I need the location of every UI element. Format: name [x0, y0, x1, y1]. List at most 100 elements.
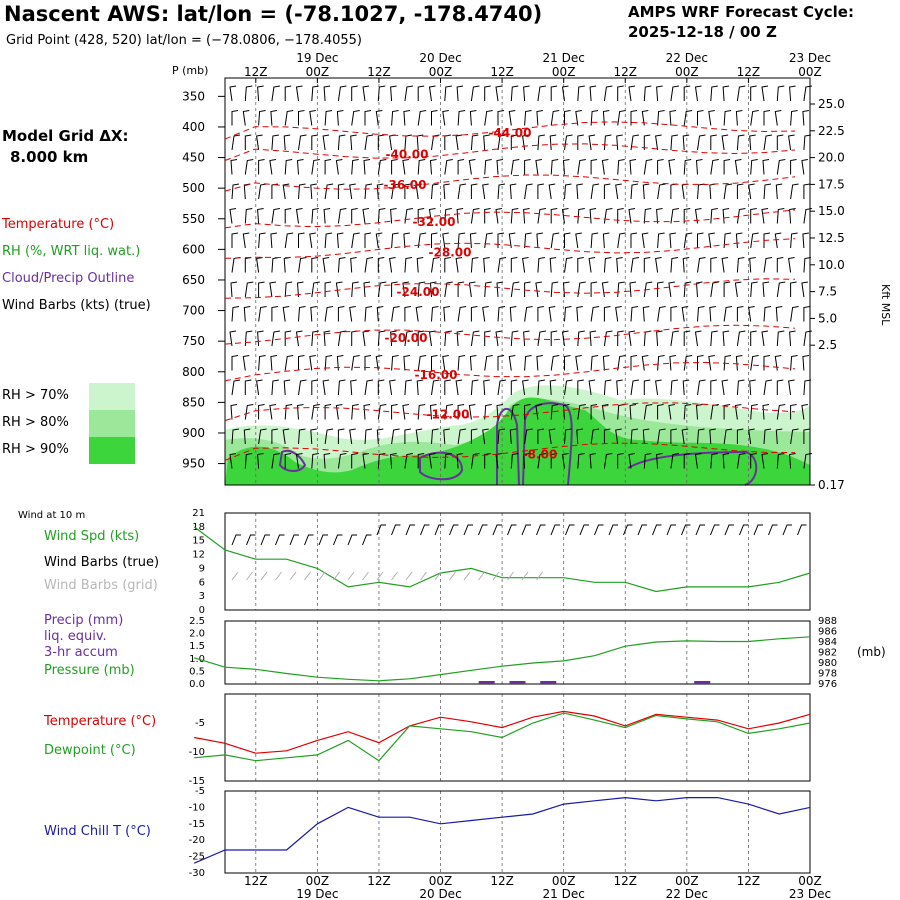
- wind-barb: [763, 428, 772, 445]
- bottom-time-label: 12Z: [490, 874, 514, 888]
- wind-barb: [510, 159, 520, 175]
- grid-wind-barb: [318, 571, 326, 581]
- surface-wind-barb: [782, 524, 792, 536]
- profile-time-gridlines: [255, 78, 749, 873]
- wind-barb: [709, 183, 716, 200]
- temp-panel-frame: [224, 693, 811, 782]
- wind-barb: [402, 281, 409, 298]
- grid-wind-barb: [449, 571, 456, 581]
- wind-barb: [298, 183, 306, 200]
- wind-barb: [670, 428, 677, 444]
- wind-barb: [524, 355, 532, 371]
- wind-barb: [697, 183, 705, 200]
- wind-barb: [270, 232, 277, 249]
- wind-barb: [588, 257, 596, 273]
- wind-barb: [617, 110, 626, 126]
- wind-barb: [417, 85, 425, 101]
- wind-barb: [298, 355, 305, 371]
- surface-wind-barb: [246, 534, 256, 546]
- wind-barb: [802, 355, 809, 371]
- wind-barb: [510, 85, 519, 102]
- precip-tick-label: 2.5: [189, 616, 205, 627]
- wind-barb: [790, 428, 799, 445]
- wind-barb: [256, 134, 263, 151]
- wind-barb: [311, 134, 318, 150]
- wind-barb: [363, 281, 371, 298]
- surface-wind-barb: [318, 534, 328, 546]
- wind-barb: [803, 453, 812, 469]
- wind-barb: [695, 404, 703, 420]
- wind-barb: [377, 404, 387, 420]
- wind-barb: [375, 355, 383, 371]
- wind-barb: [577, 257, 584, 273]
- wind-barb: [656, 453, 663, 469]
- wind-barb: [535, 281, 542, 298]
- wind-barb: [364, 257, 374, 273]
- wind-barb: [643, 159, 653, 175]
- kft-tick-label: 12.5: [818, 231, 845, 245]
- wind-barb: [309, 232, 316, 249]
- wind-barb: [603, 208, 613, 224]
- wind-barb: [561, 453, 569, 469]
- grid-wind-barb: [347, 571, 355, 581]
- wind-barb: [643, 379, 651, 395]
- wind-barb: [642, 183, 650, 200]
- wind-barb: [508, 355, 516, 371]
- wind-barb: [603, 183, 611, 199]
- wind-barb: [244, 208, 253, 224]
- grid-wind-barb: [536, 571, 543, 581]
- windchill-tick-label: -10: [189, 802, 205, 813]
- top-time-label: 12Z: [490, 65, 514, 79]
- wind-barb: [708, 110, 715, 126]
- wind-barb: [694, 330, 702, 347]
- wind-barb: [683, 232, 693, 249]
- legend-temperature: Temperature (°C): [2, 217, 115, 232]
- wind-barb: [577, 208, 585, 224]
- wind-barb: [723, 232, 732, 249]
- grid-point-subtitle: Grid Point (428, 520) lat/lon = (−78.080…: [6, 33, 362, 48]
- wind-barb: [271, 208, 280, 224]
- wind-barb: [657, 404, 664, 420]
- wind-barb: [362, 85, 370, 102]
- wind-barb: [322, 379, 330, 396]
- temperature-contour-label: -28.00: [429, 245, 472, 259]
- wind-barb: [269, 159, 276, 175]
- temperature-contour-label: -20.00: [385, 331, 428, 345]
- wind-barb: [564, 379, 573, 396]
- wind-barb: [763, 306, 772, 322]
- surface-wind-barb: [608, 524, 618, 536]
- wind-barb: [682, 379, 690, 396]
- wind-barb: [376, 183, 384, 200]
- legend-wind-chill: Wind Chill T (°C): [44, 824, 151, 839]
- wind-barb: [231, 232, 239, 248]
- wind-barb: [284, 330, 292, 346]
- wind-barb: [762, 281, 770, 298]
- wind-barb: [484, 453, 491, 469]
- wind-barb: [550, 355, 560, 371]
- wind-barb: [695, 281, 703, 298]
- wind-barb: [630, 355, 638, 371]
- kft-tick-label: 17.5: [818, 177, 845, 191]
- wind-barb: [548, 306, 556, 322]
- wind-barb: [803, 257, 811, 273]
- wind-barb: [482, 183, 489, 200]
- wind-barb: [337, 183, 345, 199]
- wind-barb: [337, 85, 347, 102]
- wind-barb: [282, 183, 290, 200]
- wind-barb: [537, 183, 544, 199]
- wind-barb: [283, 134, 291, 151]
- wind-barb: [630, 257, 640, 273]
- wind-barb: [296, 404, 304, 420]
- wind-barb: [457, 306, 467, 322]
- wind-barb: [641, 355, 649, 371]
- wind-barb: [774, 110, 782, 126]
- surface-wind-barb: [594, 524, 604, 536]
- wind-barb: [282, 428, 290, 445]
- wind-barb: [337, 379, 346, 396]
- wind-barb: [417, 404, 426, 420]
- wind-barb: [550, 281, 559, 298]
- wind-barb: [564, 428, 572, 445]
- wind-barb: [456, 85, 464, 102]
- wind-barb: [524, 110, 532, 126]
- wind-barb: [750, 453, 757, 469]
